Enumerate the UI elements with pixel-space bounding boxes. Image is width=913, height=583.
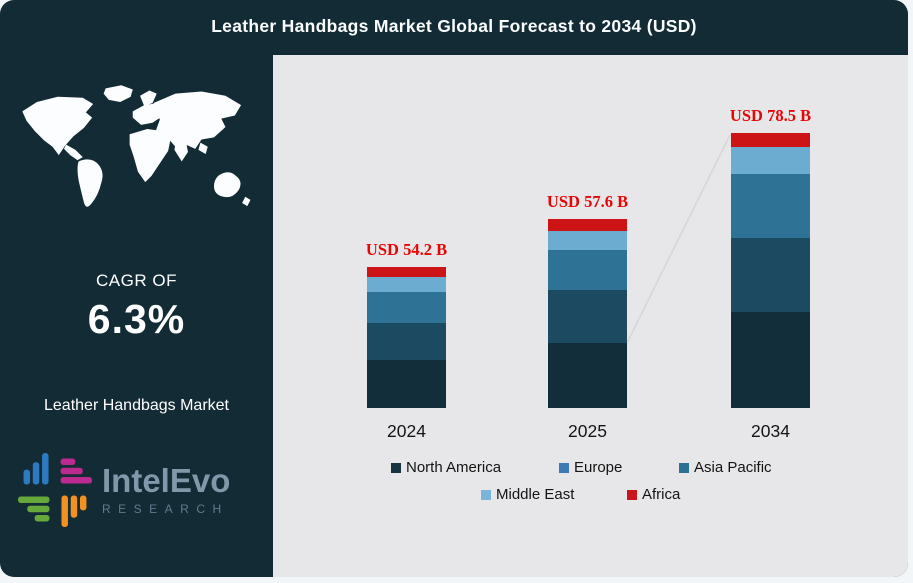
bar-segment-asia-pacific (731, 174, 810, 238)
bar-total-label: USD 78.5 B (729, 106, 812, 125)
bar-segment-north-america (548, 343, 627, 408)
legend-label: Asia Pacific (694, 459, 772, 476)
bar-segment-middle-east (731, 147, 810, 174)
x-axis-label: 2024 (387, 421, 426, 441)
chart-title: Leather Handbags Market Global Forecast … (211, 16, 697, 36)
brand-logo-icon (18, 453, 92, 527)
brand-logo-text: IntelEvo RESEARCH (102, 464, 230, 516)
bar-segment-africa (548, 219, 627, 231)
brand-tagline: RESEARCH (102, 502, 229, 516)
cagr-value: 6.3% (87, 296, 186, 342)
x-axis-label: 2034 (751, 421, 790, 441)
legend-swatch-middle-east (481, 489, 491, 500)
legend-item-africa: Africa (627, 486, 680, 503)
x-axis-label: 2025 (568, 421, 607, 441)
legend-swatch-north-america (391, 462, 401, 473)
bar-segment-middle-east (367, 277, 446, 292)
legend-label: Africa (642, 486, 681, 503)
legend-swatch-europe (559, 462, 569, 473)
bar-segment-europe (367, 323, 446, 360)
market-name: Leather Handbags Market (44, 397, 229, 414)
legend-label: North America (406, 459, 502, 476)
legend-label: Middle East (496, 486, 575, 503)
legend-label: Europe (574, 459, 623, 476)
world-map (22, 85, 251, 207)
chart-panel: USD 54.2 B 2024 USD 57.6 B 2025 USD 78.5 B 20… (273, 55, 908, 577)
bar-segment-africa (367, 267, 446, 277)
trend-line (626, 134, 731, 344)
legend-swatch-africa (627, 489, 637, 500)
bar-total-label: USD 57.6 B (546, 192, 629, 211)
bar-segment-asia-pacific (548, 250, 627, 290)
bar-segment-middle-east (548, 231, 627, 250)
legend-swatch-asia-pacific (679, 462, 689, 473)
cagr-label: CAGR OF (96, 271, 177, 290)
bar-segment-north-america (367, 360, 446, 408)
bar-segment-europe (548, 290, 627, 343)
bar-segment-asia-pacific (367, 292, 446, 323)
bar-segment-north-america (731, 312, 810, 408)
bar-segment-africa (731, 133, 810, 147)
legend-item-north-america: North America (391, 459, 501, 476)
brand-logo: IntelEvo RESEARCH (18, 450, 230, 530)
bar-total-label: USD 54.2 B (365, 240, 448, 259)
bar-segment-europe (731, 238, 810, 312)
legend-item-europe: Europe (559, 459, 622, 476)
brand-name: IntelEvo (102, 462, 231, 499)
legend-item-middle-east: Middle East (481, 486, 574, 503)
legend-item-asia-pacific: Asia Pacific (679, 459, 772, 476)
